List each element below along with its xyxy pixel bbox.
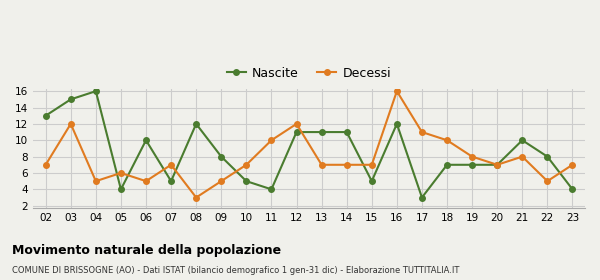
Nascite (443, 163, 451, 167)
Decessi (118, 171, 125, 175)
Nascite (243, 179, 250, 183)
Nascite (142, 139, 149, 142)
Legend: Nascite, Decessi: Nascite, Decessi (222, 62, 396, 85)
Nascite (268, 188, 275, 191)
Decessi (343, 163, 350, 167)
Decessi (469, 155, 476, 158)
Nascite (343, 130, 350, 134)
Decessi (418, 130, 425, 134)
Nascite (218, 155, 225, 158)
Line: Decessi: Decessi (43, 88, 575, 200)
Nascite (418, 196, 425, 199)
Decessi (92, 179, 100, 183)
Decessi (293, 122, 300, 125)
Text: COMUNE DI BRISSOGNE (AO) - Dati ISTAT (bilancio demografico 1 gen-31 dic) - Elab: COMUNE DI BRISSOGNE (AO) - Dati ISTAT (b… (12, 266, 460, 275)
Decessi (268, 139, 275, 142)
Decessi (167, 163, 175, 167)
Decessi (443, 139, 451, 142)
Nascite (42, 114, 49, 117)
Nascite (494, 163, 501, 167)
Text: Movimento naturale della popolazione: Movimento naturale della popolazione (12, 244, 281, 256)
Nascite (518, 139, 526, 142)
Nascite (569, 188, 576, 191)
Nascite (469, 163, 476, 167)
Decessi (67, 122, 74, 125)
Nascite (92, 90, 100, 93)
Decessi (393, 90, 400, 93)
Nascite (368, 179, 376, 183)
Decessi (218, 179, 225, 183)
Decessi (42, 163, 49, 167)
Decessi (193, 196, 200, 199)
Decessi (318, 163, 325, 167)
Decessi (368, 163, 376, 167)
Decessi (142, 179, 149, 183)
Nascite (544, 155, 551, 158)
Nascite (318, 130, 325, 134)
Nascite (118, 188, 125, 191)
Nascite (193, 122, 200, 125)
Nascite (67, 98, 74, 101)
Line: Nascite: Nascite (43, 88, 575, 200)
Decessi (494, 163, 501, 167)
Decessi (243, 163, 250, 167)
Nascite (293, 130, 300, 134)
Decessi (544, 179, 551, 183)
Decessi (569, 163, 576, 167)
Nascite (167, 179, 175, 183)
Decessi (518, 155, 526, 158)
Nascite (393, 122, 400, 125)
